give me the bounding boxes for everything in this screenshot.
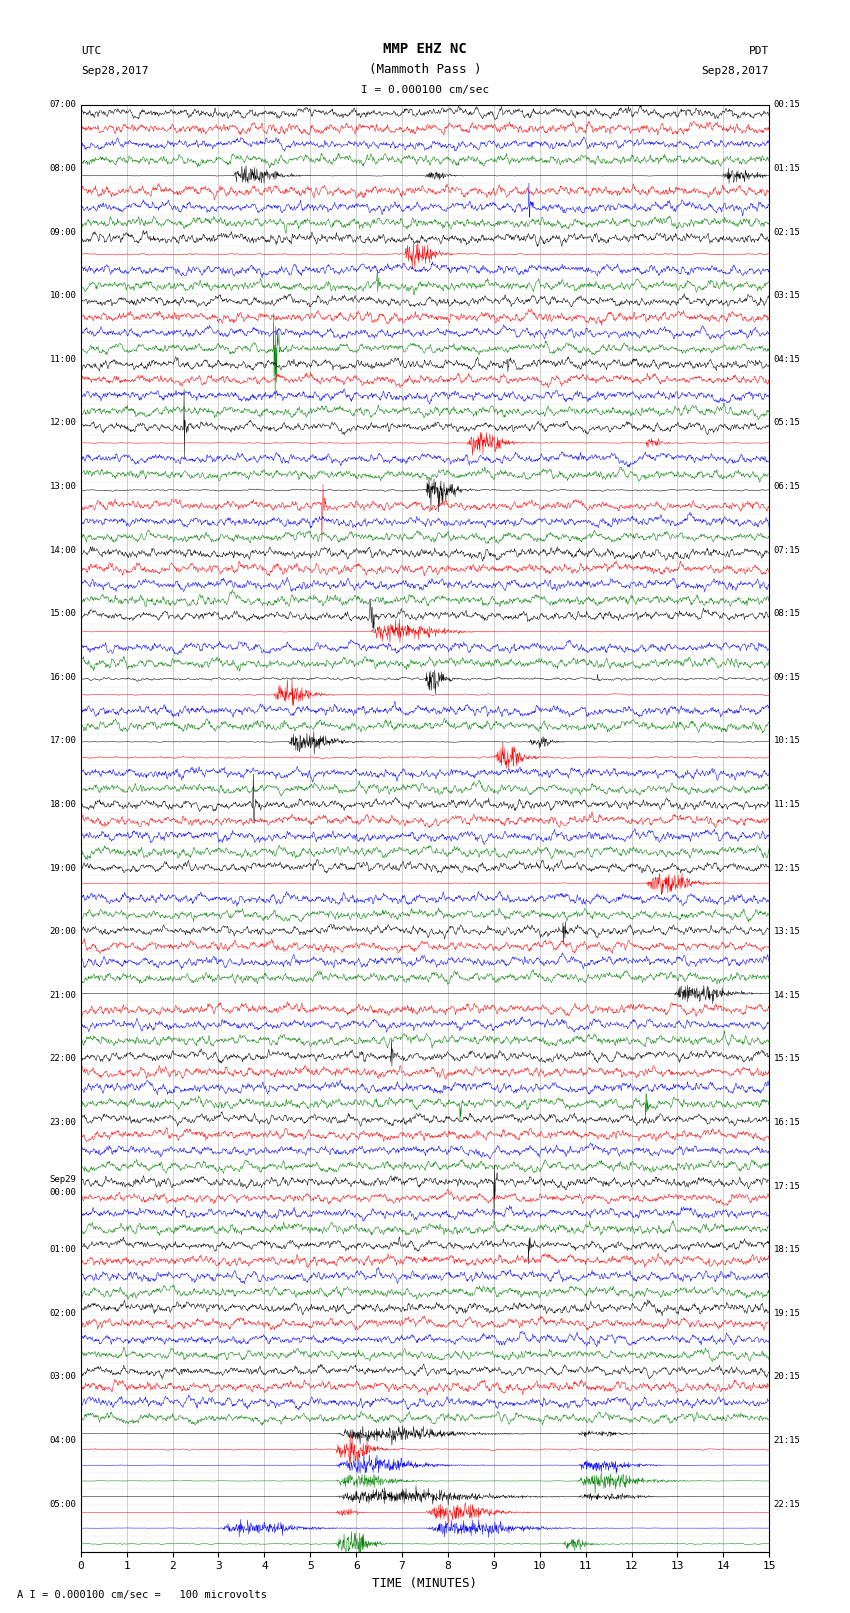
Text: 00:00: 00:00 (49, 1187, 76, 1197)
Text: MMP EHZ NC: MMP EHZ NC (383, 42, 467, 56)
Text: 09:00: 09:00 (49, 227, 76, 237)
Text: 13:00: 13:00 (49, 482, 76, 490)
Text: 10:00: 10:00 (49, 290, 76, 300)
Text: 17:00: 17:00 (49, 736, 76, 745)
Text: 14:00: 14:00 (49, 545, 76, 555)
Text: 16:00: 16:00 (49, 673, 76, 682)
Text: 18:15: 18:15 (774, 1245, 801, 1255)
Text: 21:00: 21:00 (49, 990, 76, 1000)
Text: 07:00: 07:00 (49, 100, 76, 110)
Text: 14:15: 14:15 (774, 990, 801, 1000)
Text: Sep28,2017: Sep28,2017 (81, 66, 148, 76)
Text: 04:15: 04:15 (774, 355, 801, 365)
X-axis label: TIME (MINUTES): TIME (MINUTES) (372, 1578, 478, 1590)
Text: 01:00: 01:00 (49, 1245, 76, 1255)
Text: 15:15: 15:15 (774, 1055, 801, 1063)
Text: 17:15: 17:15 (774, 1181, 801, 1190)
Text: 08:15: 08:15 (774, 610, 801, 618)
Text: 21:15: 21:15 (774, 1436, 801, 1445)
Text: 23:00: 23:00 (49, 1118, 76, 1127)
Text: 00:15: 00:15 (774, 100, 801, 110)
Text: 05:00: 05:00 (49, 1500, 76, 1508)
Text: 02:15: 02:15 (774, 227, 801, 237)
Text: 11:15: 11:15 (774, 800, 801, 810)
Text: UTC: UTC (81, 47, 101, 56)
Text: Sep28,2017: Sep28,2017 (702, 66, 769, 76)
Text: 07:15: 07:15 (774, 545, 801, 555)
Text: 03:15: 03:15 (774, 290, 801, 300)
Text: 12:15: 12:15 (774, 863, 801, 873)
Text: Sep29: Sep29 (49, 1174, 76, 1184)
Text: 22:15: 22:15 (774, 1500, 801, 1508)
Text: 19:15: 19:15 (774, 1308, 801, 1318)
Text: A I = 0.000100 cm/sec =   100 microvolts: A I = 0.000100 cm/sec = 100 microvolts (17, 1590, 267, 1600)
Text: I = 0.000100 cm/sec: I = 0.000100 cm/sec (361, 85, 489, 95)
Text: 04:00: 04:00 (49, 1436, 76, 1445)
Text: 11:00: 11:00 (49, 355, 76, 365)
Text: 16:15: 16:15 (774, 1118, 801, 1127)
Text: 01:15: 01:15 (774, 165, 801, 173)
Text: 06:15: 06:15 (774, 482, 801, 490)
Text: 13:15: 13:15 (774, 927, 801, 936)
Text: PDT: PDT (749, 47, 769, 56)
Text: 10:15: 10:15 (774, 736, 801, 745)
Text: 18:00: 18:00 (49, 800, 76, 810)
Text: 15:00: 15:00 (49, 610, 76, 618)
Text: 19:00: 19:00 (49, 863, 76, 873)
Text: 05:15: 05:15 (774, 418, 801, 427)
Text: 20:15: 20:15 (774, 1373, 801, 1381)
Text: 08:00: 08:00 (49, 165, 76, 173)
Text: 02:00: 02:00 (49, 1308, 76, 1318)
Text: 09:15: 09:15 (774, 673, 801, 682)
Text: (Mammoth Pass ): (Mammoth Pass ) (369, 63, 481, 76)
Text: 20:00: 20:00 (49, 927, 76, 936)
Text: 22:00: 22:00 (49, 1055, 76, 1063)
Text: 12:00: 12:00 (49, 418, 76, 427)
Text: 03:00: 03:00 (49, 1373, 76, 1381)
